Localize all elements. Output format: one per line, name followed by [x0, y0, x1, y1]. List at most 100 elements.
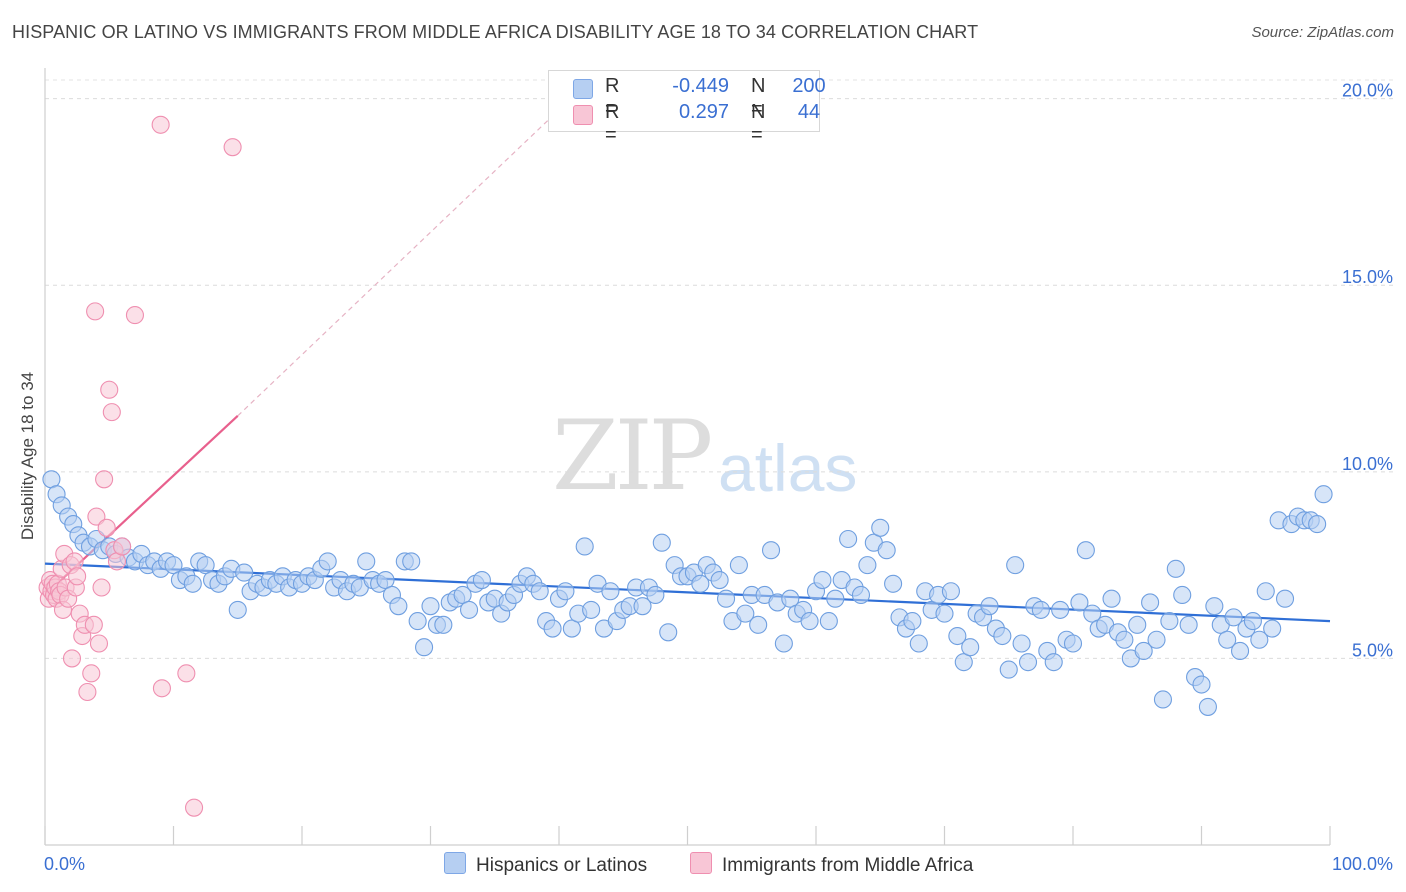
point-hispanic [716, 589, 736, 608]
point-hispanic [954, 653, 973, 672]
source-label: Source: ZipAtlas.com [1251, 24, 1394, 41]
point-middle-africa [185, 798, 204, 817]
point-hispanic [453, 585, 472, 605]
point-middle-africa [62, 649, 82, 668]
point-hispanic [1115, 630, 1134, 649]
point-hispanic [1044, 653, 1063, 672]
legend-r-label: R = [605, 75, 620, 120]
point-hispanic [819, 612, 838, 631]
point-middle-africa [84, 615, 103, 634]
point-middle-africa [125, 306, 144, 325]
point-hispanic [562, 619, 581, 638]
legend-item-middle-africa: Immigrants from Middle Africa [690, 852, 973, 877]
point-hispanic [1076, 541, 1095, 560]
point-hispanic [228, 600, 247, 619]
point-hispanic [1179, 615, 1198, 634]
point-hispanic [582, 600, 601, 619]
legend-r-value: 0.297 [678, 101, 729, 123]
point-hispanic [903, 612, 922, 631]
point-hispanic [774, 634, 793, 653]
y-tick-label: 5.0% [1352, 640, 1393, 660]
point-hispanic [415, 638, 434, 657]
point-hispanic [993, 626, 1012, 646]
legend-n-value: 44 [797, 101, 821, 123]
point-hispanic [1218, 630, 1237, 649]
point-hispanic [877, 541, 896, 560]
point-hispanic [1231, 641, 1250, 661]
point-hispanic [1147, 630, 1166, 649]
point-hispanic [1128, 615, 1147, 634]
legend-swatch-blue [573, 79, 593, 99]
point-hispanic [408, 612, 427, 631]
trend-lines [44, 109, 1331, 623]
point-hispanic [1308, 515, 1327, 534]
point-middle-africa [152, 679, 171, 698]
x-tick-label: 0.0% [44, 854, 85, 874]
point-hispanic [1141, 593, 1160, 612]
point-hispanic [652, 533, 671, 552]
point-hispanic [999, 660, 1018, 679]
point-hispanic [1006, 556, 1025, 575]
legend-swatch-blue [444, 852, 466, 874]
point-hispanic [601, 582, 620, 601]
point-middle-africa [100, 380, 119, 399]
point-hispanic [472, 570, 491, 590]
point-hispanic [781, 589, 800, 608]
point-hispanic [858, 556, 877, 575]
point-hispanic [761, 541, 781, 560]
legend-r-label: R = [605, 101, 620, 146]
point-hispanic [659, 623, 678, 642]
y-tick-label: 10.0% [1342, 454, 1393, 474]
legend-n-value: 200 [792, 75, 826, 97]
legend-r-value: -0.449 [672, 75, 729, 97]
legend-n-label: N = [751, 101, 766, 146]
point-hispanic [459, 600, 479, 619]
watermark-zip: ZIP [552, 400, 713, 512]
point-middle-africa [223, 138, 242, 157]
point-middle-africa [151, 115, 170, 134]
point-hispanic [813, 570, 832, 590]
point-hispanic [1173, 585, 1192, 605]
point-hispanic [1134, 641, 1153, 661]
point-hispanic [1314, 485, 1333, 504]
point-hispanic [1192, 675, 1211, 694]
point-middle-africa [102, 403, 121, 422]
legend-n-label: N = [751, 75, 766, 120]
point-hispanic [556, 582, 575, 601]
point-hispanic [691, 574, 710, 593]
point-hispanic [575, 537, 594, 556]
point-hispanic [909, 634, 928, 653]
point-middle-africa [89, 634, 109, 653]
point-hispanic [1256, 582, 1275, 601]
point-hispanic [1224, 608, 1243, 627]
point-middle-africa [113, 537, 132, 556]
point-hispanic [736, 604, 755, 623]
point-hispanic [235, 563, 254, 582]
point-hispanic [1102, 589, 1121, 608]
point-hispanic [357, 552, 376, 571]
legend-label: Immigrants from Middle Africa [722, 855, 974, 876]
legend-swatch-pink [573, 105, 593, 125]
point-hispanic [164, 556, 183, 575]
trend-line-extension [237, 109, 560, 417]
point-hispanic [1205, 597, 1224, 616]
y-tick-label: 15.0% [1342, 267, 1393, 287]
point-hispanic [402, 552, 421, 571]
point-middle-africa [82, 664, 101, 683]
trend-line-hispanic [44, 562, 1331, 623]
point-hispanic [530, 582, 549, 601]
point-hispanic [646, 585, 665, 605]
tick-labels: 5.0% 10.0% 15.0% 20.0% 0.0% 100.0% [44, 81, 1393, 874]
point-hispanic [729, 556, 748, 575]
point-hispanic [826, 589, 845, 608]
chart-title: HISPANIC OR LATINO VS IMMIGRANTS FROM MI… [12, 22, 979, 42]
point-hispanic [1166, 559, 1185, 578]
point-hispanic [980, 597, 999, 616]
point-hispanic [434, 615, 453, 634]
legend-item-hispanics: Hispanics or Latinos [444, 852, 647, 877]
point-hispanic [1051, 600, 1070, 619]
y-axis-title: Disability Age 18 to 34 [18, 371, 37, 541]
point-middle-africa [95, 470, 114, 489]
point-hispanic [1263, 619, 1282, 638]
